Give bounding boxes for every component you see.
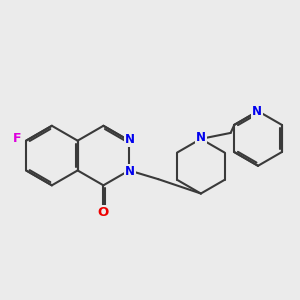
Text: O: O: [98, 206, 109, 219]
Text: F: F: [13, 132, 21, 145]
Text: N: N: [196, 131, 206, 144]
Text: N: N: [252, 105, 262, 118]
Text: N: N: [125, 165, 135, 178]
Text: N: N: [125, 133, 135, 146]
